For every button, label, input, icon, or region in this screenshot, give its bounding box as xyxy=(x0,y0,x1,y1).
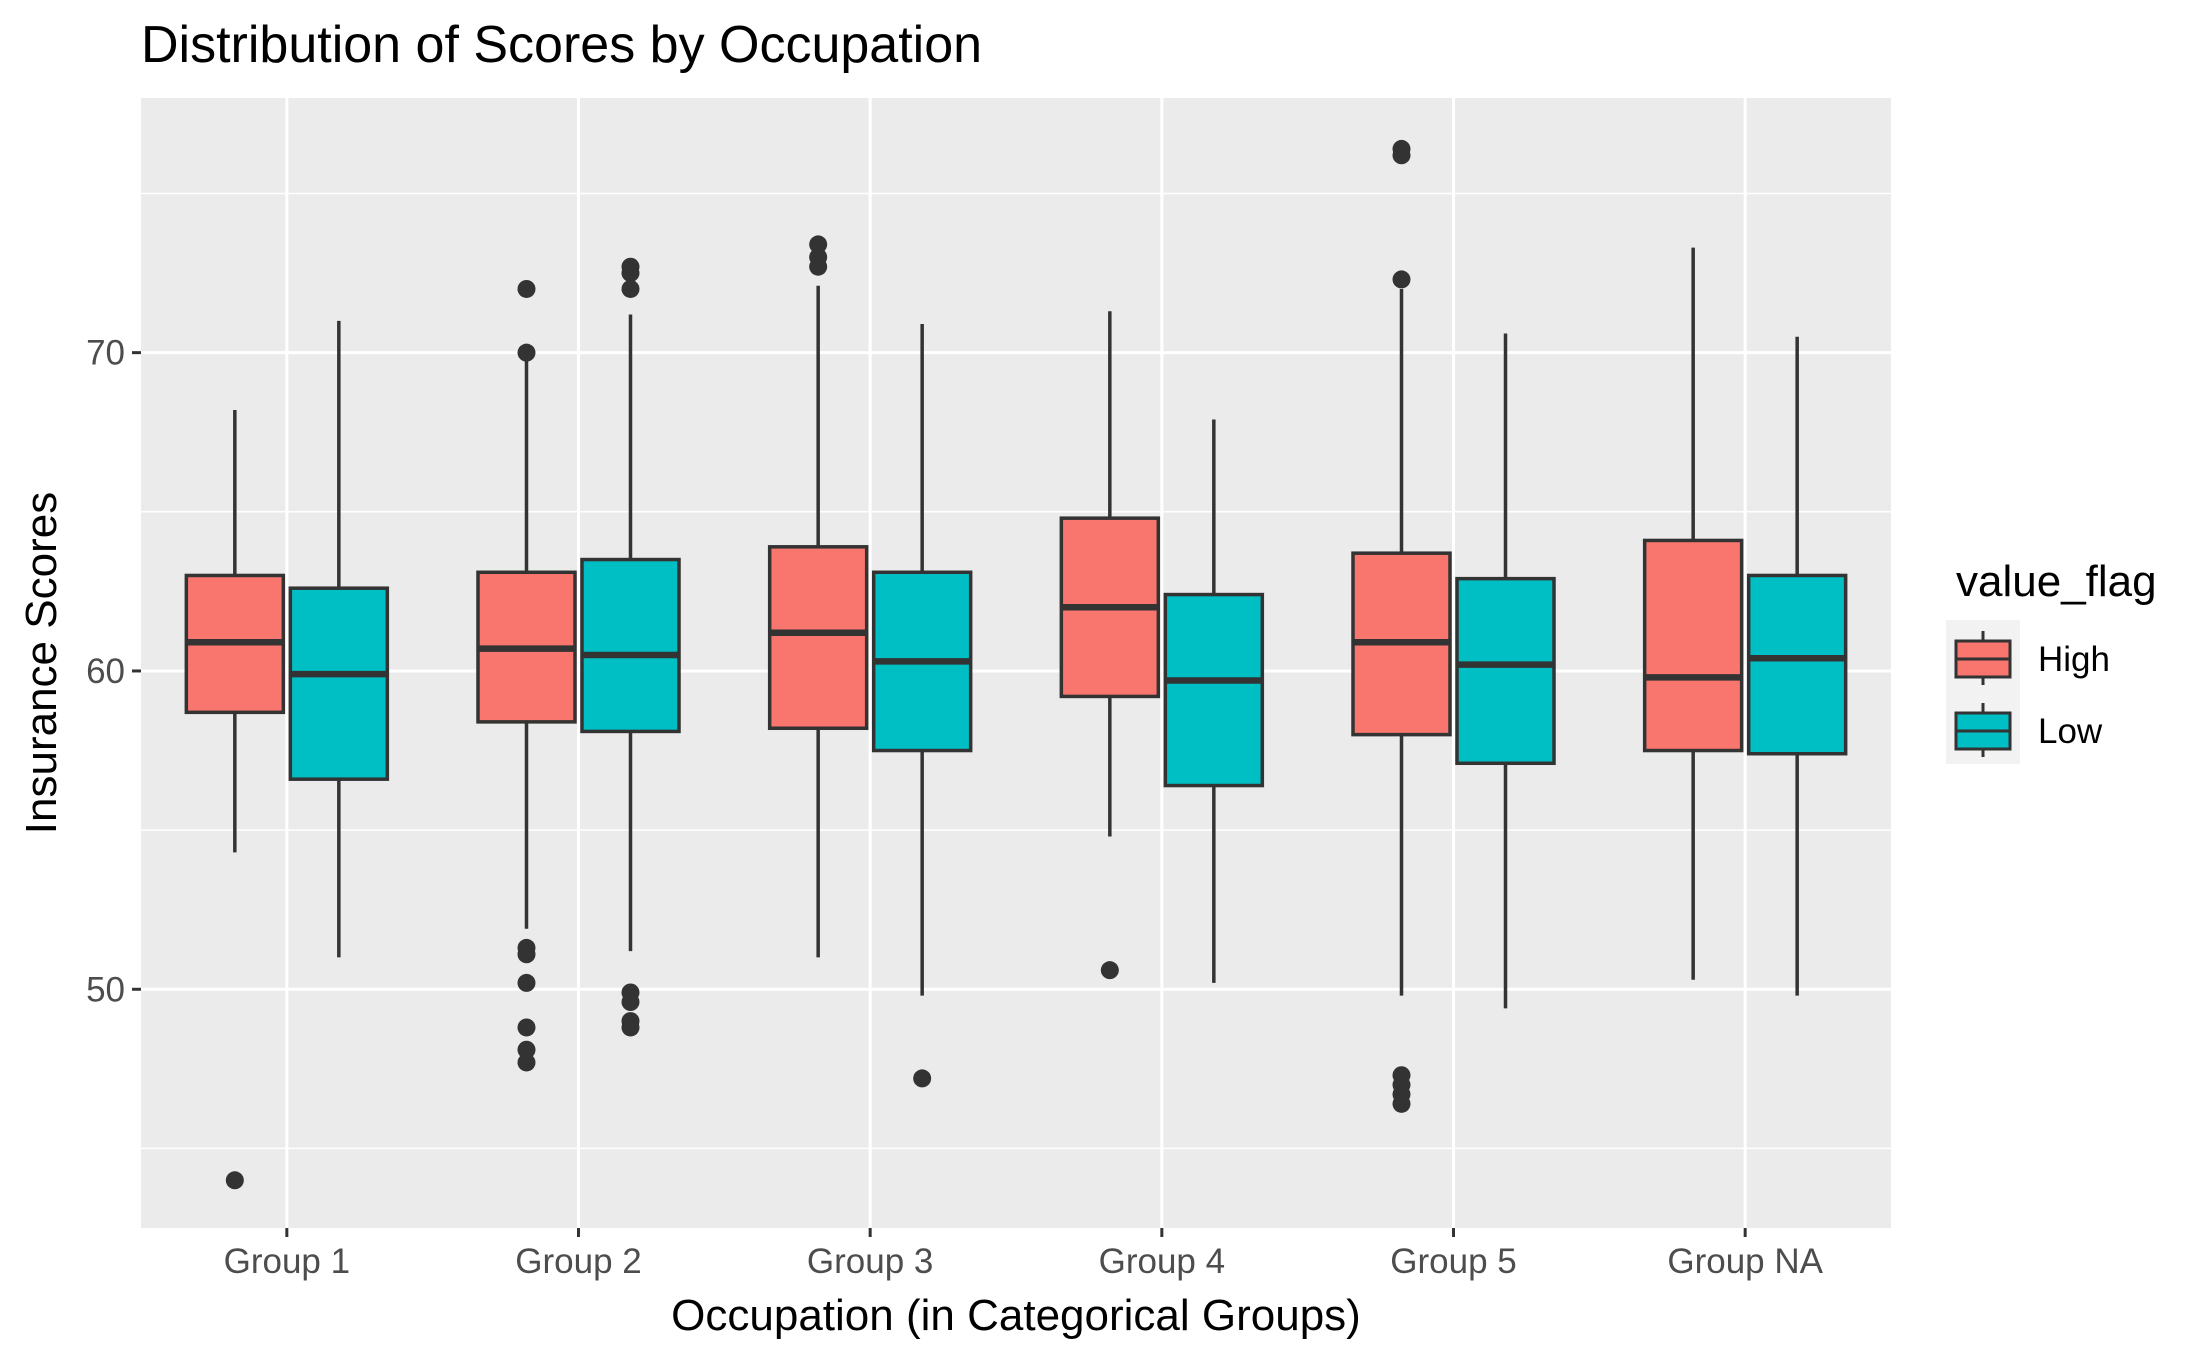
outlier-point xyxy=(1392,270,1411,289)
outlier-point xyxy=(517,945,536,964)
box-iqr xyxy=(767,545,869,731)
x-axis: Group 1 Group 2 Group 3 Group 4 Group 5 Group… xyxy=(224,1228,1824,1281)
box-high-group-na xyxy=(1642,247,1744,980)
box-high-group-3 xyxy=(767,235,869,958)
outlier-point xyxy=(517,1018,536,1037)
y-tick-label: 60 xyxy=(86,652,125,691)
box-iqr xyxy=(580,557,681,734)
y-axis-title: Insurance Scores xyxy=(17,492,66,834)
outlier-point xyxy=(1392,1094,1411,1113)
legend-label-high: High xyxy=(2038,640,2110,679)
box-iqr xyxy=(1746,573,1848,756)
x-tick-label: Group 4 xyxy=(1099,1242,1225,1281)
outlier-point xyxy=(1100,961,1119,980)
x-tick-label: Group 1 xyxy=(224,1242,350,1281)
outlier-point xyxy=(621,1018,640,1037)
outlier-point xyxy=(809,257,828,276)
outlier-point xyxy=(621,264,640,283)
box-high-group-1 xyxy=(184,409,286,1190)
x-tick-label: Group 3 xyxy=(807,1242,933,1281)
outlier-point xyxy=(225,1171,244,1190)
box-iqr xyxy=(1163,592,1265,788)
outlier-point xyxy=(621,993,640,1011)
legend-title: value_flag xyxy=(1956,557,2157,606)
box-high-group-4 xyxy=(1059,311,1161,980)
box-iqr xyxy=(1455,576,1556,766)
box-series xyxy=(184,139,1848,1190)
y-tick-label: 50 xyxy=(86,970,125,1009)
box-low-group-1 xyxy=(288,320,390,958)
x-tick-label: Group 5 xyxy=(1390,1242,1516,1281)
outlier-point xyxy=(913,1069,932,1088)
box-low-group-na xyxy=(1746,336,1848,996)
box-high-group-2 xyxy=(476,279,577,1072)
x-axis-title: Occupation (in Categorical Groups) xyxy=(671,1291,1361,1340)
box-iqr xyxy=(288,586,390,781)
plot-panel xyxy=(141,98,1891,1228)
grid-lines xyxy=(141,98,1891,1228)
x-tick-label: Group NA xyxy=(1667,1242,1823,1281)
box-high-group-5 xyxy=(1351,139,1452,1113)
outlier-point xyxy=(809,235,828,254)
box-low-group-5 xyxy=(1455,333,1556,1009)
outlier-point xyxy=(517,1053,536,1072)
outlier-point xyxy=(517,279,536,298)
chart-title: Distribution of Scores by Occupation xyxy=(141,16,982,74)
outlier-point xyxy=(621,279,640,298)
box-low-group-2 xyxy=(580,257,681,1037)
outlier-point xyxy=(517,343,536,362)
box-low-group-4 xyxy=(1163,419,1265,983)
box-iqr xyxy=(1642,538,1744,753)
box-low-group-3 xyxy=(871,324,973,1088)
y-tick-label: 70 xyxy=(86,334,125,373)
legend-label-low: Low xyxy=(2038,712,2103,751)
legend: value_flag High Low xyxy=(1946,557,2157,764)
outlier-point xyxy=(1392,146,1411,165)
x-tick-label: Group 2 xyxy=(515,1242,641,1281)
outlier-point xyxy=(517,973,536,992)
outlier-point xyxy=(517,1040,536,1059)
y-axis: 50 60 70 xyxy=(86,334,141,1009)
